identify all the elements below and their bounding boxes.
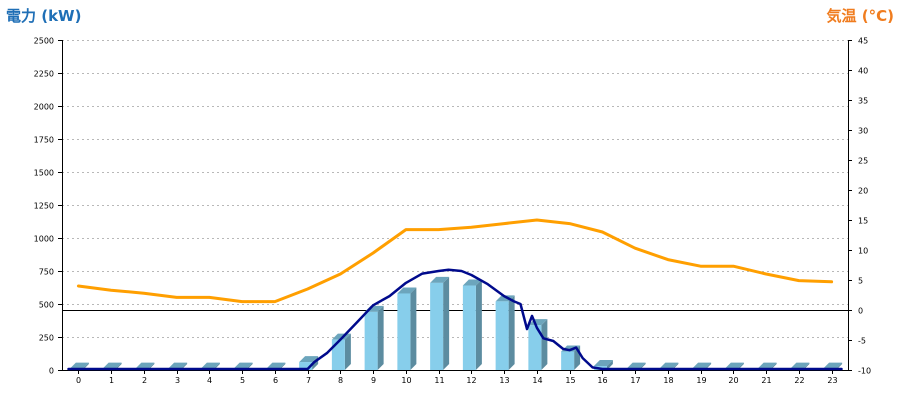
power-bar [528,319,548,370]
x-tick-label: 13 [499,376,509,385]
x-tick-label: 20 [728,376,738,385]
y-left-tick-label: 2000 [34,103,54,112]
y-left-tick-label: 1000 [34,235,54,244]
y-right-tick-label: 40 [858,67,868,76]
x-tick-label: 8 [338,376,343,385]
y-right-tick-label: 30 [858,127,868,136]
x-tick-label: 21 [761,376,771,385]
x-tick-label: 17 [630,376,640,385]
y-right-tick-label: -5 [858,337,866,346]
power-curve-line [67,268,843,371]
x-tick-label: 14 [532,376,542,385]
x-tick-label: 16 [597,376,607,385]
x-tick-label: 4 [207,376,212,385]
y-left-tick-label: 0 [49,367,54,376]
y-right-tick-label: -10 [858,367,871,376]
x-tick-label: 6 [273,376,278,385]
power-bar [430,276,450,370]
x-tick-label: 18 [663,376,673,385]
power-bar [364,305,384,370]
y-left-tick-label: 500 [39,301,54,310]
power-bar [462,279,482,370]
x-tick-label: 23 [827,376,837,385]
power-bar [397,287,417,370]
y-right-tick-label: 25 [858,157,868,166]
x-tick-label: 11 [434,376,444,385]
y-right-tick-label: 45 [858,37,868,46]
y-left-tick-label: 1500 [34,169,54,178]
x-tick-label: 15 [565,376,575,385]
power-bar [495,295,515,370]
y-left-tick-label: 2500 [34,37,54,46]
y-right-tick-label: 15 [858,217,868,226]
x-tick-label: 1 [109,376,114,385]
x-tick-label: 5 [240,376,245,385]
temperature-line [76,218,834,304]
y-left-tick-label: 1250 [34,202,54,211]
y-left-tick-label: 1750 [34,136,54,145]
x-tick-label: 7 [306,376,311,385]
x-tick-label: 19 [696,376,706,385]
y-right-tick-label: 20 [858,187,868,196]
y-right-tick-label: 35 [858,97,868,106]
x-tick-label: 3 [175,376,180,385]
x-tick-label: 0 [76,376,81,385]
y-left-tick-label: 2250 [34,70,54,79]
y-left-tick-label: 750 [39,268,54,277]
x-tick-label: 22 [794,376,804,385]
y-right-tick-label: 5 [858,277,863,286]
y-left-tick-label: 250 [39,334,54,343]
y-right-tick-label: 10 [858,247,868,256]
y-axis-right-title: 気温 (°C) [826,7,894,25]
y-right-tick-label: 0 [858,307,863,316]
x-tick-label: 9 [371,376,376,385]
x-tick-label: 10 [401,376,411,385]
y-axis-left-title: 電力 (kW) [6,7,82,25]
x-tick-label: 12 [466,376,476,385]
x-tick-label: 2 [142,376,147,385]
